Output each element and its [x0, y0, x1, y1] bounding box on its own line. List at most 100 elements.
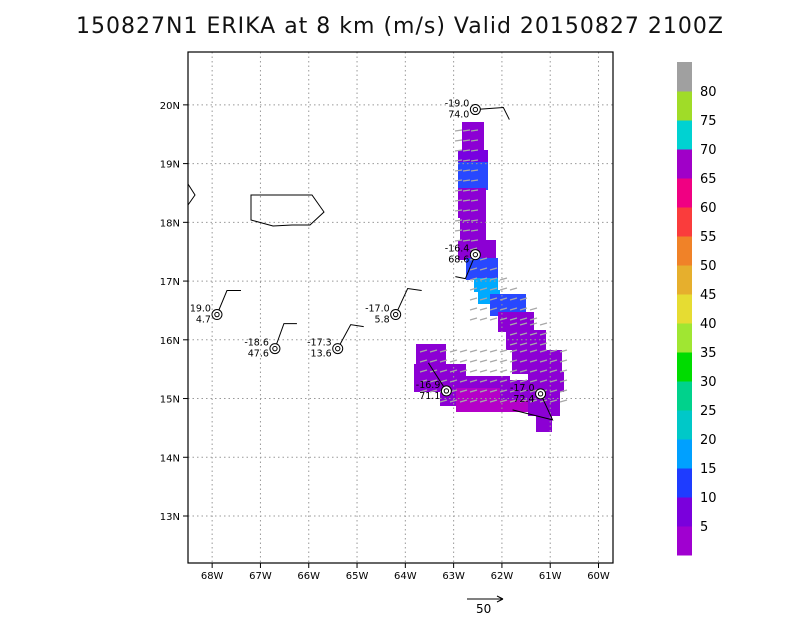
- wind-vector: [454, 139, 463, 142]
- colorbar-label: 15: [700, 462, 717, 477]
- wind-vector: [509, 307, 518, 311]
- wind-vector: [559, 349, 568, 353]
- x-tick-label: 63W: [442, 571, 465, 582]
- wind-vector: [539, 342, 548, 346]
- wind-vector: [539, 379, 548, 383]
- wind-vector: [489, 379, 498, 383]
- wind-vector: [479, 267, 488, 271]
- wind-vector: [499, 359, 508, 363]
- wind-vector: [519, 399, 528, 403]
- station-temp-label: -16.4: [445, 244, 470, 255]
- wind-vector: [509, 389, 518, 393]
- wind-vector: [529, 399, 538, 403]
- colorbar-swatch: [677, 265, 692, 295]
- station-speed-label: 5.8: [375, 315, 390, 326]
- wind-vector: [469, 349, 478, 353]
- colorbar-swatch: [677, 526, 692, 556]
- wind-vector: [539, 359, 548, 363]
- swath-cell: [474, 278, 498, 292]
- wind-vector: [459, 389, 468, 393]
- station-marker-inner: [472, 251, 479, 258]
- wind-vector: [439, 379, 448, 383]
- station-speed-label: 68.6: [448, 255, 469, 266]
- wind-vector: [470, 149, 479, 152]
- wind-vector: [462, 169, 471, 172]
- station-marker: [332, 343, 344, 355]
- station-temp-label: -17.0: [510, 383, 535, 394]
- y-tick-label: 14N: [160, 453, 180, 464]
- wind-vector: [470, 159, 479, 162]
- wind-vector: [479, 297, 488, 301]
- wind-vector: [509, 287, 518, 291]
- wind-vector: [479, 389, 488, 393]
- swath-cell: [458, 188, 486, 218]
- wind-vector: [439, 399, 448, 403]
- colorbar-label: 40: [700, 317, 717, 332]
- wind-vector: [499, 307, 508, 311]
- wind-vector: [462, 239, 471, 242]
- wind-vector: [479, 257, 488, 261]
- wind-vector: [454, 189, 463, 192]
- wind-vector: [529, 317, 538, 321]
- station-marker-inner: [443, 388, 450, 394]
- wind-vector: [469, 369, 478, 373]
- chart-title: 150827N1 ERIKA at 8 km (m/s) Valid 20150…: [76, 14, 724, 39]
- swath-cell: [490, 294, 526, 316]
- station: -19.074.0: [445, 99, 510, 121]
- wind-vector: [489, 267, 498, 271]
- wind-vector: [519, 359, 528, 363]
- swath-cell: [458, 150, 488, 162]
- wind-vector: [509, 297, 518, 301]
- wind-vector: [470, 239, 479, 242]
- wind-vector: [469, 389, 478, 393]
- wind-vector: [429, 389, 438, 393]
- wind-vector: [539, 332, 548, 336]
- station-marker-inner: [537, 391, 544, 397]
- y-tick-label: 13N: [160, 512, 180, 523]
- colorbar: 5 10 15 20 25 30 35 40 45 50 55 60 65 70 75 80: [677, 62, 717, 556]
- colorbar-swatch: [677, 381, 692, 411]
- station-marker: [269, 343, 281, 355]
- wind-vector: [479, 379, 488, 383]
- wind-vector: [462, 179, 471, 182]
- wind-vector: [519, 307, 528, 311]
- wind-vector: [509, 322, 518, 326]
- wind-vector: [549, 379, 558, 383]
- swath-cell: [462, 122, 484, 152]
- swath-cell: [458, 162, 488, 190]
- wind-vector: [529, 369, 538, 373]
- colorbar-label: 20: [700, 433, 717, 448]
- wind-vector: [479, 287, 488, 291]
- station-marker: [390, 309, 402, 321]
- wind-vector: [529, 322, 538, 326]
- wind-vector: [529, 349, 538, 353]
- station-speed-label: 74.0: [448, 110, 469, 121]
- wind-barb: [274, 323, 297, 349]
- wind-vector: [470, 219, 479, 222]
- wind-barb: [512, 393, 554, 421]
- colorbar-label: 60: [700, 201, 717, 216]
- colorbar-swatch: [677, 439, 692, 469]
- station-temp-label: -16.9: [416, 380, 441, 391]
- wind-vector: [462, 139, 471, 142]
- grid-lines: [188, 52, 613, 563]
- wind-vector: [470, 209, 479, 212]
- wind-vector: [539, 349, 548, 353]
- swath-cell: [536, 410, 552, 432]
- x-tick-label: 66W: [297, 571, 320, 582]
- wind-vector: [459, 379, 468, 383]
- wind-vector: [469, 277, 478, 281]
- wind-vector: [549, 349, 558, 353]
- wind-vector: [462, 129, 471, 132]
- colorbar-swatch: [677, 294, 692, 324]
- wind-vector: [439, 369, 448, 373]
- wind-vector: [499, 297, 508, 301]
- station: -16.971.1: [416, 362, 452, 402]
- wind-vector: [469, 297, 478, 301]
- colorbar-label: 10: [700, 491, 717, 506]
- wind-vector: [499, 277, 508, 281]
- reference-vector: 50: [467, 595, 504, 616]
- station: -17.313.6: [307, 324, 364, 360]
- wind-vector: [454, 239, 463, 242]
